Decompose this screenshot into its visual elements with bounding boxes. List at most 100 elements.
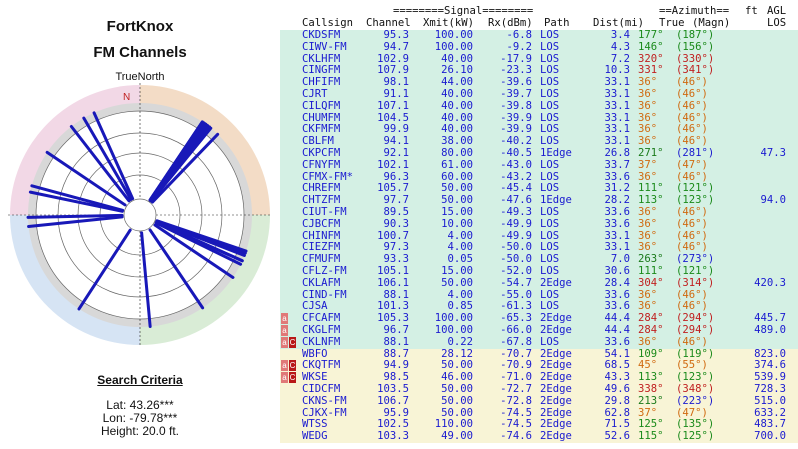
xmit-cell: 40.00 (441, 123, 473, 136)
table-row[interactable]: a C WKSE 98.5 46.00 -71.0 2Edge 43.3 113° (123°) 5… (280, 371, 798, 384)
true-azimuth-cell: 115° (638, 430, 664, 443)
table-row[interactable]: CJKX-FM 95.9 50.00 -74.5 2Edge 62.8 37° (47°) 63… (280, 406, 798, 420)
table-row[interactable]: CFLZ-FM 105.1 15.00 -52.0 LOS 30.6 111° (121°) (280, 265, 798, 278)
table-row[interactable]: CKPCFM 92.1 80.00 -40.5 1Edge 26.8 271° (281°) 4… (280, 147, 798, 160)
callsign-cell: CIND-FM (302, 288, 347, 301)
signal-spoke (27, 215, 124, 229)
table-row[interactable]: CHINFM 100.7 4.00 -49.9 LOS 33.1 36° (46°) (280, 230, 798, 243)
signal-spoke (92, 111, 135, 201)
table-row[interactable]: CKFMFM 99.9 40.00 -39.9 LOS 33.1 36° (46°) (280, 123, 798, 137)
table-row[interactable]: CKDSFM 95.3 100.00 -6.8 LOS 3.4 177° (187°) (280, 29, 798, 42)
table-row[interactable]: CFNYFM 102.1 61.00 -43.0 LOS 33.7 37° (47°) (280, 158, 798, 172)
true-azimuth-cell: 36° (638, 217, 658, 230)
callsign-cell: CKNS-FM (302, 394, 347, 407)
callsign-cell: CKQTFM (302, 359, 341, 372)
path-cell: 2Edge (540, 383, 572, 395)
table-row[interactable]: CFMUFM 93.3 0.05 -50.0 LOS 7.0 263° (273°) (280, 253, 798, 266)
rx-cell: -43.2 (500, 170, 532, 183)
table-row[interactable]: CJSA 101.3 0.85 -61.3 LOS 33.6 36° (46°) (280, 300, 798, 314)
path-cell: 2Edge (540, 371, 572, 384)
dist-cell: 33.6 (604, 206, 630, 218)
table-row[interactable]: CIUT-FM 89.5 15.00 -49.3 LOS 33.6 36° (46°) (280, 206, 798, 219)
path-cell: LOS (540, 335, 560, 348)
table-row[interactable]: CIDCFM 103.5 50.00 -72.7 2Edge 49.6 338° (348°)… (280, 383, 798, 396)
true-azimuth-cell: 113° (638, 194, 664, 207)
table-row[interactable]: CHREFM 105.7 50.00 -45.4 LOS 31.2 111° (121°) (280, 182, 798, 196)
true-azimuth-cell: 37° (638, 158, 658, 171)
true-azimuth-cell: 37° (638, 406, 658, 419)
table-row[interactable]: a C CKLNFM 88.1 0.22 -67.8 LOS 33.6 36° (46°) (280, 335, 798, 349)
xmit-cell: 40.00 (441, 111, 473, 124)
rx-cell: -72.8 (500, 394, 532, 407)
col-magn: (Magn) (692, 17, 731, 29)
table-row[interactable]: CHFIFM 98.1 44.00 -39.6 LOS 33.1 36° (46°) (280, 76, 798, 89)
channel-cell: 105.7 (377, 182, 409, 195)
rx-cell: -70.7 (500, 347, 532, 360)
table-row[interactable]: CILQFM 107.1 40.00 -39.8 LOS 33.1 36° (46°) (280, 100, 798, 113)
dist-cell: 44.4 (604, 324, 630, 336)
channel-cell: 88.1 (383, 288, 409, 301)
dist-cell: 4.3 (610, 40, 630, 53)
table-row[interactable]: CIWV-FM 94.7 100.00 -9.2 LOS 4.3 146° (156°) (280, 40, 798, 54)
signal-spoke (153, 223, 235, 279)
table-row[interactable]: CKNS-FM 106.7 50.00 -72.8 2Edge 29.8 213° (223°… (280, 394, 798, 408)
channel-cell: 95.3 (383, 29, 409, 41)
path-cell: LOS (540, 64, 560, 77)
table-row[interactable]: a CKGLFM 96.7 100.00 -66.0 2Edge 44.4 284° (294°… (280, 324, 798, 337)
path-cell: LOS (540, 123, 560, 136)
table-row[interactable]: CHUMFM 104.5 40.00 -39.9 LOS 33.1 36° (46°) (280, 111, 798, 125)
signal-spokes (26, 111, 248, 329)
table-row[interactable]: CIEZFM 97.3 4.00 -50.0 LOS 33.1 36° (46°) (280, 241, 798, 255)
true-azimuth-cell: 320° (638, 52, 664, 65)
table-row[interactable]: CJRT 91.1 40.00 -39.7 LOS 33.1 36° (46°) (280, 88, 798, 101)
true-azimuth-cell: 36° (638, 111, 658, 124)
table-row[interactable]: CKLAFM 106.1 50.00 -54.7 2Edge 28.4 304° (314°)… (280, 276, 798, 290)
true-azimuth-cell: 284° (638, 312, 664, 325)
channel-cell: 105.3 (377, 312, 409, 325)
table-row[interactable]: CKLHFM 102.9 40.00 -17.9 LOS 7.2 320° (330°) (280, 52, 798, 66)
xmit-cell: 0.85 (447, 300, 473, 313)
path-cell: LOS (540, 40, 560, 53)
table-row[interactable]: WTSS 102.5 110.00 -74.5 2Edge 71.5 125° (135°) 4… (280, 418, 798, 432)
signal-spoke (69, 125, 131, 203)
channel-cell: 103.5 (377, 383, 409, 395)
path-cell: LOS (540, 265, 560, 277)
dist-cell: 33.1 (604, 241, 630, 254)
alert-a-icon: a (281, 372, 288, 384)
channel-cell: 88.7 (383, 347, 409, 360)
magn-azimuth-cell: (123°) (676, 194, 715, 207)
signal-spoke (149, 126, 213, 203)
table-row[interactable]: CIND-FM 88.1 4.00 -55.0 LOS 33.6 36° (46°) (280, 288, 798, 302)
signal-spoke (28, 190, 124, 213)
table-row[interactable]: CBLFM 94.1 38.00 -40.2 LOS 33.1 36° (46°) (280, 135, 798, 148)
table-row[interactable]: WBFO 88.7 28.12 -70.7 2Edge 54.1 109° (119°) 823… (280, 347, 798, 361)
channel-cell: 101.3 (377, 300, 409, 313)
magn-azimuth-cell: (121°) (676, 182, 715, 195)
xmit-cell: 80.00 (441, 147, 473, 159)
magn-azimuth-cell: (47°) (676, 406, 708, 419)
alert-a-icon: a (281, 336, 288, 348)
channel-cell: 105.1 (377, 265, 409, 277)
callsign-cell: WTSS (302, 418, 328, 431)
xmit-cell: 50.00 (441, 406, 473, 419)
col-callsign: Callsign (302, 17, 354, 29)
dist-cell: 33.7 (604, 158, 630, 171)
channel-cell: 106.1 (377, 276, 409, 289)
col-los: LOS (767, 17, 787, 29)
path-cell: 2Edge (540, 406, 572, 419)
table-row[interactable]: CFMX-FM* 96.3 60.00 -43.2 LOS 33.6 36° (46°) (280, 170, 798, 184)
rx-cell: -71.0 (500, 371, 532, 384)
callsign-cell: CBLFM (302, 135, 334, 148)
path-cell: LOS (540, 182, 560, 195)
table-row[interactable]: CINGFM 107.9 26.10 -23.3 LOS 10.3 331° (341°) (280, 64, 798, 78)
table-row[interactable]: CHTZFM 97.7 50.00 -47.6 1Edge 28.2 113° (123°) 9… (280, 194, 798, 207)
table-row[interactable]: CJBCFM 90.3 10.00 -49.9 LOS 33.6 36° (46°) (280, 217, 798, 231)
true-azimuth-cell: 36° (638, 135, 658, 148)
table-row[interactable]: a CFCAFM 105.3 100.00 -65.3 2Edge 44.4 284° (294… (280, 312, 798, 325)
table-row[interactable]: a C CKQTFM 94.9 50.00 -70.9 2Edge 68.5 45° (55°) 3… (280, 359, 798, 373)
dist-cell: 43.3 (604, 371, 630, 384)
table-row[interactable]: WEDG 103.3 49.00 -74.6 2Edge 52.6 115° (125°) 70… (280, 430, 798, 443)
true-azimuth-cell: 111° (638, 265, 664, 277)
xmit-cell: 10.00 (441, 217, 473, 230)
channel-cell: 104.5 (377, 111, 409, 124)
